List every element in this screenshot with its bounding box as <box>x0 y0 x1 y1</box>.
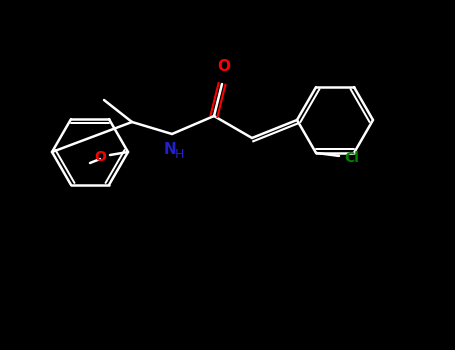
Text: Cl: Cl <box>344 151 359 165</box>
Text: H: H <box>174 148 184 161</box>
Text: O: O <box>217 59 231 74</box>
Text: N: N <box>164 142 177 157</box>
Text: O: O <box>94 150 106 164</box>
